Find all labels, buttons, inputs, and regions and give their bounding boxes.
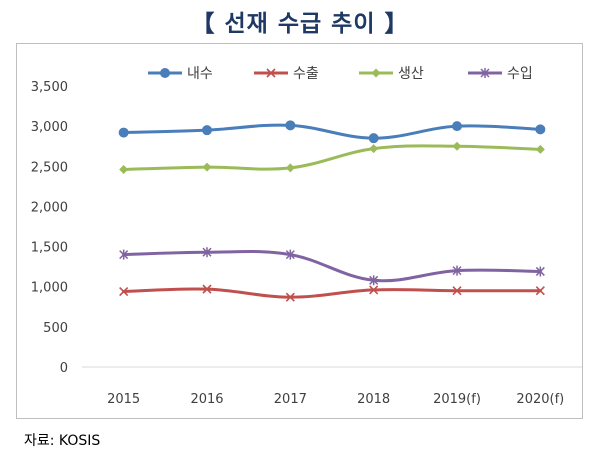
y-tick-label: 1,000 <box>31 281 68 296</box>
data-point <box>202 125 212 136</box>
y-tick-label: 2,000 <box>31 200 68 215</box>
series-line-0 <box>122 123 542 140</box>
legend-marker <box>480 68 490 78</box>
data-point <box>535 286 545 296</box>
data-point <box>369 275 379 286</box>
page-title: 【 선재 수급 추이 】 <box>191 11 409 37</box>
data-point <box>535 124 546 135</box>
legend-marker <box>160 68 170 78</box>
data-point <box>452 141 462 151</box>
data-point <box>285 292 295 302</box>
data-point <box>202 162 212 172</box>
x-tick-label: 2020(f) <box>516 392 564 407</box>
legend-label: 수출 <box>293 66 319 82</box>
x-tick-label: 2018 <box>357 392 390 407</box>
data-point <box>452 121 462 132</box>
data-point <box>285 163 295 173</box>
data-point <box>535 266 545 277</box>
data-point <box>118 127 129 138</box>
data-point <box>119 286 129 297</box>
data-point <box>119 249 129 260</box>
series-line-1 <box>122 287 542 299</box>
data-point <box>202 247 212 258</box>
data-point <box>452 286 462 296</box>
x-tick-label: 2017 <box>274 392 307 407</box>
legend-marker <box>266 68 276 78</box>
legend-marker <box>371 68 381 78</box>
y-tick-label: 2,500 <box>31 160 68 175</box>
legend-label: 수입 <box>507 66 533 82</box>
y-tick-label: 0 <box>60 361 68 376</box>
series-line-3 <box>122 249 542 283</box>
chart-frame <box>16 43 583 419</box>
source-note: 자료: KOSIS <box>24 433 101 449</box>
data-point <box>369 144 379 154</box>
x-tick-label: 2019(f) <box>433 392 481 407</box>
x-tick-label: 2015 <box>107 392 140 407</box>
data-point <box>285 249 295 260</box>
data-point <box>368 133 379 144</box>
y-tick-label: 500 <box>43 321 68 336</box>
y-tick-label: 3,000 <box>31 120 68 135</box>
data-point <box>535 144 545 154</box>
x-tick-label: 2016 <box>190 392 223 407</box>
y-tick-label: 3,500 <box>31 80 68 95</box>
legend-label: 생산 <box>398 66 424 82</box>
data-point <box>285 120 296 131</box>
y-tick-label: 1,500 <box>31 241 68 256</box>
line-chart: 0 500 1,000 1,500 2,000 2,500 3,000 3,500 2015 20… <box>31 66 582 407</box>
series-line-2 <box>122 144 542 171</box>
data-point <box>452 265 462 276</box>
data-point <box>119 164 129 174</box>
legend-label: 내수 <box>187 66 213 82</box>
data-point <box>369 285 379 295</box>
data-point <box>202 284 212 294</box>
